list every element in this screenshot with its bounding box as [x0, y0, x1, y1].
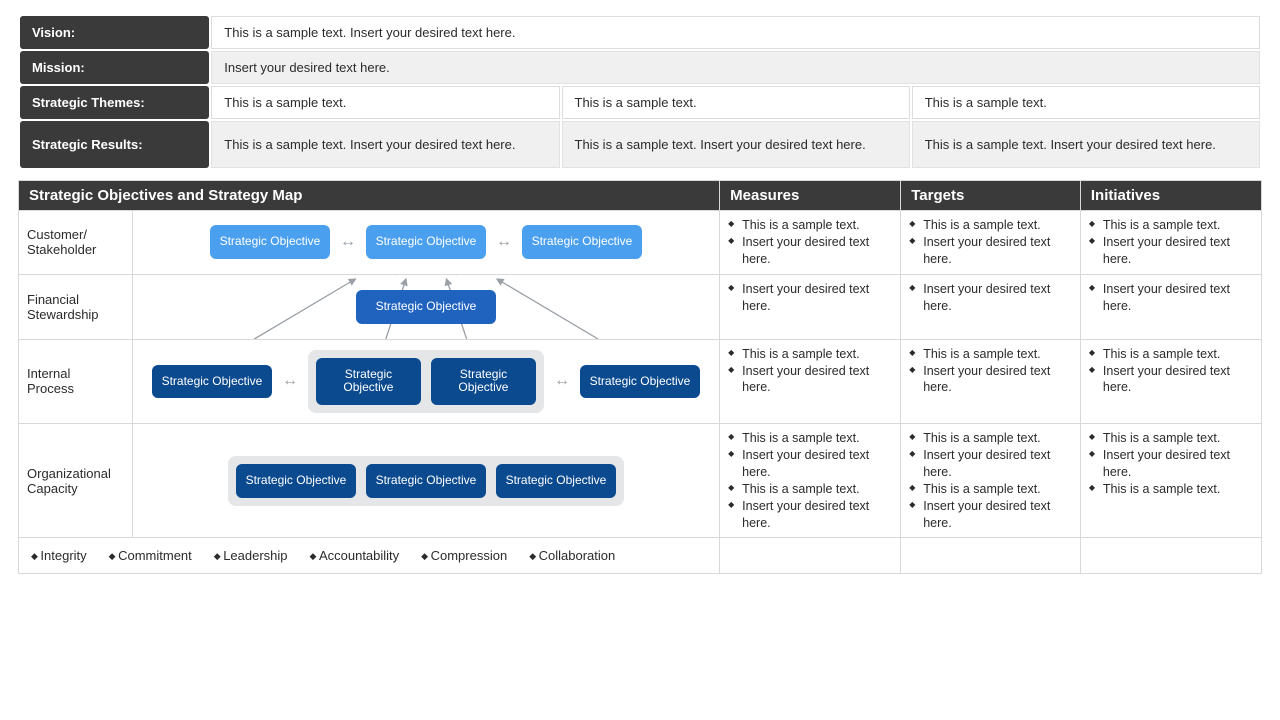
- value-item: Collaboration: [529, 548, 615, 563]
- objective-box: Strategic Objective: [496, 464, 616, 498]
- measures-customer: This is a sample text.Insert your desire…: [720, 211, 901, 275]
- measures-financial: Insert your desired text here.: [720, 274, 901, 339]
- results-cell-2: This is a sample text. Insert your desir…: [912, 121, 1260, 168]
- targets-customer: This is a sample text.Insert your desire…: [901, 211, 1081, 275]
- objective-box: Strategic Objective: [431, 358, 536, 406]
- themes-cell-1: This is a sample text.: [562, 86, 910, 119]
- objective-box: Strategic Objective: [356, 290, 496, 324]
- map-org: Strategic Objective Strategic Objective …: [132, 424, 719, 538]
- map-customer: Strategic Objective ↔ Strategic Objectiv…: [132, 211, 719, 275]
- objective-box: Strategic Objective: [522, 225, 642, 259]
- strategy-map-table: Strategic Objectives and Strategy Map Me…: [18, 180, 1262, 574]
- objective-group: Strategic Objective Strategic Objective …: [228, 456, 624, 506]
- objective-box: Strategic Objective: [366, 225, 486, 259]
- objective-group: Strategic Objective Strategic Objective: [308, 350, 544, 414]
- row-label-org: OrganizationalCapacity: [19, 424, 133, 538]
- arrow-icon: ↔: [496, 234, 512, 250]
- objective-box: Strategic Objective: [580, 365, 700, 399]
- value-item: Compression: [421, 548, 507, 563]
- col-initiatives: Initiatives: [1080, 181, 1261, 211]
- initiatives-org: This is a sample text.Insert your desire…: [1080, 424, 1261, 538]
- value-item: Leadership: [214, 548, 288, 563]
- targets-org: This is a sample text.Insert your desire…: [901, 424, 1081, 538]
- initiatives-customer: This is a sample text.Insert your desire…: [1080, 211, 1261, 275]
- top-summary-table: Vision: This is a sample text. Insert yo…: [18, 14, 1262, 170]
- row-label-internal: InternalProcess: [19, 339, 133, 424]
- initiatives-financial: Insert your desired text here.: [1080, 274, 1261, 339]
- objective-box: Strategic Objective: [152, 365, 272, 399]
- mission-label: Mission:: [20, 51, 209, 84]
- value-item: Commitment: [109, 548, 192, 563]
- targets-internal: This is a sample text.Insert your desire…: [901, 339, 1081, 424]
- arrow-icon: ↔: [282, 373, 298, 389]
- arrow-icon: ↔: [340, 234, 356, 250]
- measures-org: This is a sample text.Insert your desire…: [720, 424, 901, 538]
- value-item: Integrity: [31, 548, 87, 563]
- vision-text: This is a sample text. Insert your desir…: [211, 16, 1260, 49]
- arrow-icon: ↔: [554, 373, 570, 389]
- mission-text: Insert your desired text here.: [211, 51, 1260, 84]
- value-item: Accountability: [310, 548, 400, 563]
- measures-internal: This is a sample text.Insert your desire…: [720, 339, 901, 424]
- themes-label: Strategic Themes:: [20, 86, 209, 119]
- col-measures: Measures: [720, 181, 901, 211]
- results-cell-0: This is a sample text. Insert your desir…: [211, 121, 559, 168]
- vision-label: Vision:: [20, 16, 209, 49]
- objective-box: Strategic Objective: [366, 464, 486, 498]
- initiatives-internal: This is a sample text.Insert your desire…: [1080, 339, 1261, 424]
- objective-box: Strategic Objective: [236, 464, 356, 498]
- row-label-financial: FinancialStewardship: [19, 274, 133, 339]
- row-label-customer: Customer/Stakeholder: [19, 211, 133, 275]
- results-cell-1: This is a sample text. Insert your desir…: [562, 121, 910, 168]
- objective-box: Strategic Objective: [316, 358, 421, 406]
- strategy-map-title: Strategic Objectives and Strategy Map: [19, 181, 720, 211]
- map-internal: Strategic Objective ↔ Strategic Objectiv…: [132, 339, 719, 424]
- targets-financial: Insert your desired text here.: [901, 274, 1081, 339]
- col-targets: Targets: [901, 181, 1081, 211]
- values-row: Integrity Commitment Leadership Accounta…: [19, 538, 720, 574]
- map-financial: Strategic Objective: [132, 274, 719, 339]
- themes-cell-0: This is a sample text.: [211, 86, 559, 119]
- objective-box: Strategic Objective: [210, 225, 330, 259]
- themes-cell-2: This is a sample text.: [912, 86, 1260, 119]
- results-label: Strategic Results:: [20, 121, 209, 168]
